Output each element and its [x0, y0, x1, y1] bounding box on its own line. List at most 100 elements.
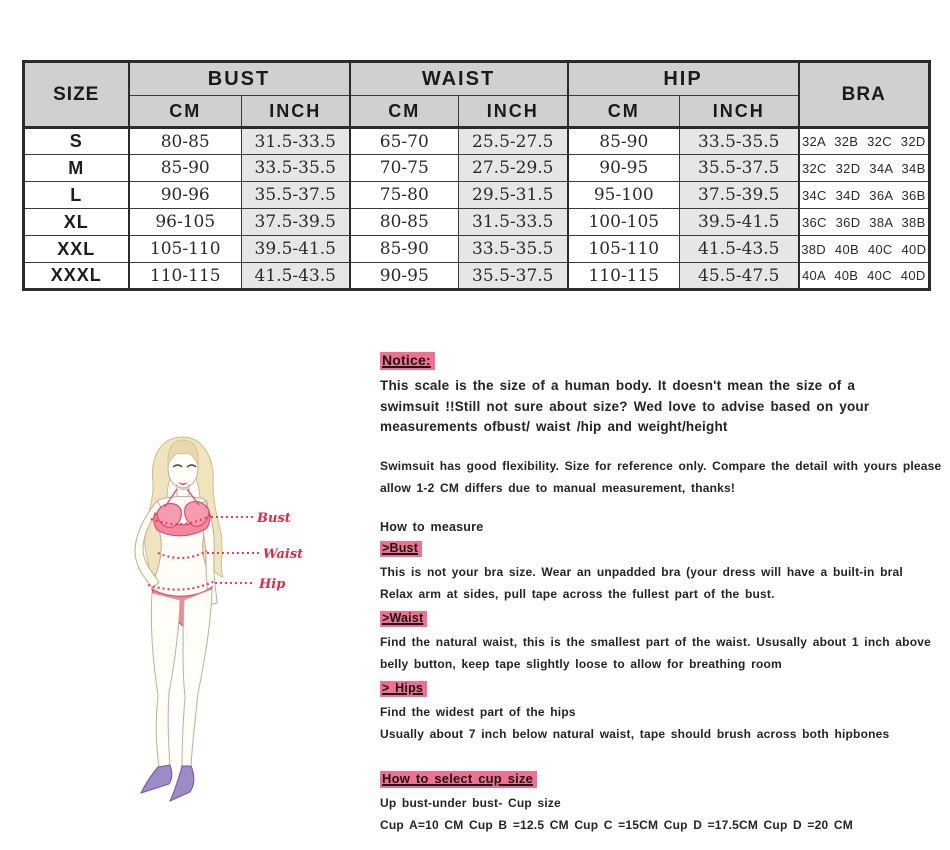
bust-cm-cell: 110-115 — [127, 262, 242, 290]
cup-size-line: Cup A=10 CM Cup B =12.5 CM Cup C =15CM C… — [380, 817, 853, 832]
right-shoe — [168, 765, 195, 802]
hip-inch-cell: 41.5-43.5 — [679, 235, 800, 263]
measurement-figure: Bust Waist Hip — [95, 425, 345, 830]
bra-cell: 32A 32B 32C 32D — [797, 127, 931, 155]
left-leg — [150, 592, 181, 769]
size-column-header: SIZE — [23, 61, 129, 129]
hip-group-header: HIP — [566, 61, 800, 96]
cup-size-paragraph: Up bust-under bust- Cup size Cup A=10 CM… — [380, 792, 938, 836]
table-row: XXXL 110-115 41.5-43.5 90-95 35.5-37.5 1… — [23, 262, 931, 290]
flexibility-paragraph: Swimsuit has good flexibility. Size for … — [380, 455, 942, 499]
hip-label: Hip — [258, 577, 285, 592]
left-shoe — [140, 764, 173, 794]
waist-inch-cell: 33.5-35.5 — [458, 235, 569, 263]
waist-measure-line — [157, 550, 208, 560]
lips — [178, 482, 188, 485]
hip-cm-header: CM — [566, 95, 681, 129]
bust-cm-cell: 90-96 — [127, 181, 242, 209]
bust-line: Relax arm at sides, pull tape across the… — [380, 586, 775, 601]
notice-line: swimsuit !!Still not sure about size? We… — [380, 398, 870, 414]
hip-inch-header: INCH — [679, 95, 800, 129]
bust-inch-header: INCH — [240, 95, 351, 129]
left-arm — [134, 500, 162, 589]
bust-inch-cell: 37.5-39.5 — [240, 208, 351, 236]
bra-cell: 34C 34D 36A 36B — [797, 181, 931, 209]
size-chart-table: SIZE BUST WAIST HIP BRA CM INCH CM INCH … — [22, 60, 932, 291]
notice-heading: Notice: — [380, 352, 435, 370]
hip-cm-cell: 95-100 — [566, 181, 681, 209]
hips-paragraph: Find the widest part of the hips Usually… — [380, 701, 938, 745]
bust-line: This is not your bra size. Wear an unpad… — [380, 564, 903, 579]
how-to-measure-heading: How to measure — [380, 519, 484, 534]
waist-inch-cell: 27.5-29.5 — [458, 154, 569, 182]
notice-paragraph: This scale is the size of a human body. … — [380, 376, 938, 438]
cup-size-heading: How to select cup size — [380, 770, 538, 788]
waist-inch-cell: 25.5-27.5 — [458, 127, 569, 155]
right-leg — [181, 588, 213, 768]
waist-line: Find the natural waist, this is the smal… — [380, 634, 931, 649]
waist-heading: >Waist — [380, 610, 428, 627]
notice-line: This scale is the size of a human body. … — [380, 378, 856, 393]
bust-heading: >Bust — [380, 540, 423, 557]
bra-cell: 40A 40B 40C 40D — [797, 262, 931, 290]
table-row: L 90-96 35.5-37.5 75-80 29.5-31.5 95-100… — [23, 181, 931, 209]
waist-cm-cell: 80-85 — [348, 208, 460, 236]
waist-paragraph: Find the natural waist, this is the smal… — [380, 631, 938, 675]
bust-cm-header: CM — [127, 95, 242, 129]
size-cell: M — [23, 154, 129, 182]
bikini-straps — [164, 488, 200, 508]
hip-cm-cell: 100-105 — [566, 208, 681, 236]
hair-fringe — [167, 439, 199, 466]
body-sketch: Bust Waist Hip — [134, 436, 303, 802]
waist-cm-cell: 65-70 — [348, 127, 460, 155]
hip-inch-cell: 33.5-35.5 — [679, 127, 800, 155]
hips-line: Find the widest part of the hips — [380, 704, 576, 719]
waist-cm-cell: 90-95 — [348, 262, 460, 290]
waist-group-header: WAIST — [348, 61, 569, 96]
bust-inch-cell: 39.5-41.5 — [240, 235, 351, 263]
waist-inch-header: INCH — [458, 95, 569, 129]
bust-cm-cell: 96-105 — [127, 208, 242, 236]
table-row: XL 96-105 37.5-39.5 80-85 31.5-33.5 100-… — [23, 208, 931, 236]
bust-inch-cell: 35.5-37.5 — [240, 181, 351, 209]
bra-cell: 36C 36D 38A 38B — [797, 208, 931, 236]
hip-cm-cell: 90-95 — [566, 154, 681, 182]
waist-inch-cell: 29.5-31.5 — [458, 181, 569, 209]
right-eye — [186, 464, 197, 468]
bust-inch-cell: 41.5-43.5 — [240, 262, 351, 290]
size-cell: L — [23, 181, 129, 209]
waist-line: belly button, keep tape slightly loose t… — [380, 656, 782, 671]
waist-cm-cell: 75-80 — [348, 181, 460, 209]
table-row: XXL 105-110 39.5-41.5 85-90 33.5-35.5 10… — [23, 235, 931, 263]
flexibility-line: Swimsuit has good flexibility. Size for … — [380, 458, 942, 473]
waist-inch-cell: 31.5-33.5 — [458, 208, 569, 236]
bust-inch-cell: 31.5-33.5 — [240, 127, 351, 155]
hips-line: Usually about 7 inch below natural waist… — [380, 726, 890, 741]
hip-inch-cell: 45.5-47.5 — [679, 262, 800, 290]
cup-size-line: Up bust-under bust- Cup size — [380, 795, 561, 810]
table-row: M 85-90 33.5-35.5 70-75 27.5-29.5 90-95 … — [23, 154, 931, 182]
hip-cm-cell: 110-115 — [566, 262, 681, 290]
hip-inch-cell: 35.5-37.5 — [679, 154, 800, 182]
bra-cell: 38D 40B 40C 40D — [797, 235, 931, 263]
bust-inch-cell: 33.5-35.5 — [240, 154, 351, 182]
hip-cm-cell: 105-110 — [566, 235, 681, 263]
size-cell: XXXL — [23, 262, 129, 290]
size-cell: S — [23, 127, 129, 155]
hip-measure-line — [147, 580, 216, 591]
waist-label: Waist — [263, 547, 303, 562]
hip-inch-cell: 37.5-39.5 — [679, 181, 800, 209]
size-cell: XL — [23, 208, 129, 236]
size-cell: XXL — [23, 235, 129, 263]
flexibility-line: allow 1-2 CM differs due to manual measu… — [380, 480, 736, 495]
left-eye — [172, 464, 183, 468]
bust-group-header: BUST — [127, 61, 351, 96]
hip-cm-cell: 85-90 — [566, 127, 681, 155]
bra-cell: 32C 32D 34A 34B — [797, 154, 931, 182]
waist-cm-cell: 85-90 — [348, 235, 460, 263]
hips-heading: > Hips — [380, 680, 428, 697]
table-row: S 80-85 31.5-33.5 65-70 25.5-27.5 85-90 … — [23, 127, 931, 155]
sizing-notes: Notice: This scale is the size of a huma… — [380, 352, 942, 836]
bra-column-header: BRA — [797, 61, 931, 129]
